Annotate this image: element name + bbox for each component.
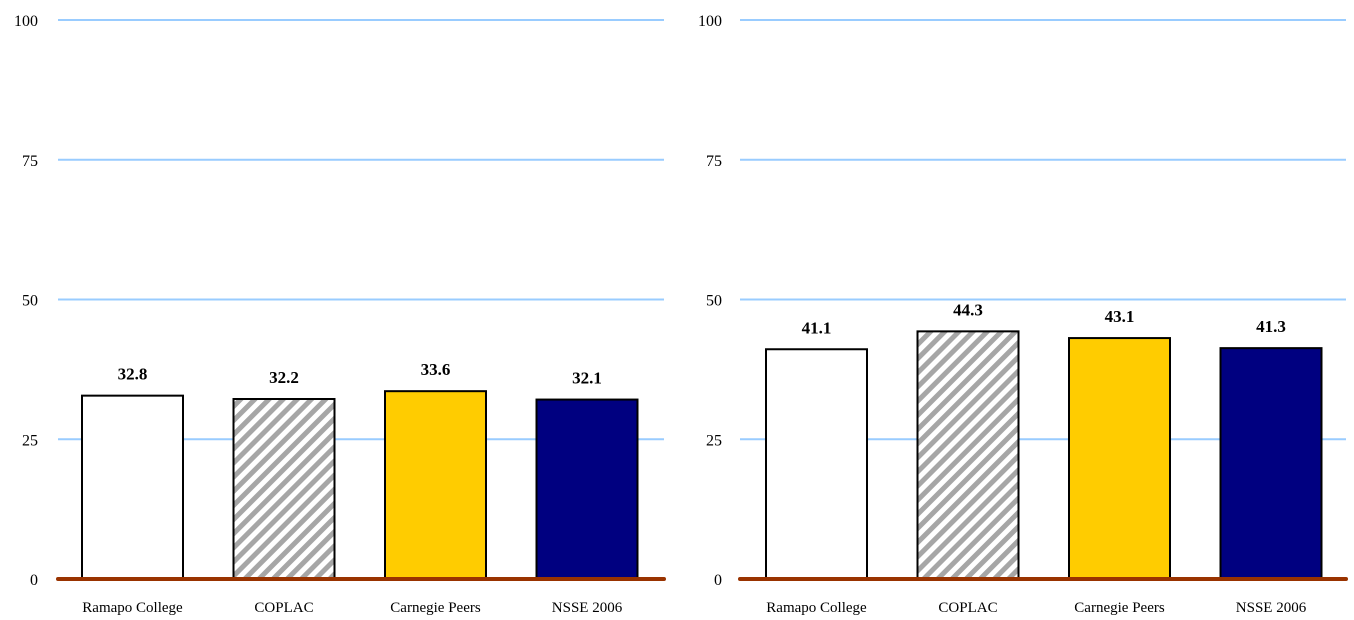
y-tick-label-50: 50 [706,293,722,310]
bar-ramapo[interactable] [765,348,868,580]
category-label-coplac: COPLAC [254,600,313,616]
chart-panel-right: 0 25 50 75 100 41.1 Ramapo College 44.3 COPLAC 43… [698,13,1348,616]
category-label-carnegie: Carnegie Peers [1074,600,1165,616]
chart-panel-left: 0 25 50 75 100 32.8 Ramapo College 32.2 COPLAC 33… [14,13,666,616]
y-tick-label-0: 0 [30,572,38,589]
y-tick-label-0: 0 [714,572,722,589]
data-label-carnegie: 43.1 [1105,307,1135,326]
bar-ramapo[interactable] [81,394,184,581]
bar-coplac[interactable] [916,330,1020,580]
category-label-ramapo: Ramapo College [82,600,183,616]
y-tick-label-100: 100 [14,13,38,30]
data-label-carnegie: 33.6 [421,360,451,379]
category-label-carnegie: Carnegie Peers [390,600,481,616]
y-tick-label-100: 100 [698,13,722,30]
y-tick-label-75: 75 [706,153,722,170]
data-label-nsse: 41.3 [1256,317,1286,336]
data-label-ramapo: 32.8 [118,365,148,384]
bar-carnegie[interactable] [384,390,487,580]
category-label-nsse: NSSE 2006 [1236,600,1307,616]
y-tick-label-50: 50 [22,293,38,310]
y-tick-label-25: 25 [22,432,38,449]
category-label-ramapo: Ramapo College [766,600,867,616]
data-label-ramapo: 41.1 [802,318,832,337]
bar-carnegie[interactable] [1068,337,1171,581]
y-tick-label-75: 75 [22,153,38,170]
y-tick-label-25: 25 [706,432,722,449]
data-label-nsse: 32.1 [572,369,602,388]
bar-nsse[interactable] [1219,347,1323,580]
category-label-coplac: COPLAC [938,600,997,616]
bar-nsse[interactable] [535,398,639,580]
data-label-coplac: 32.2 [269,368,299,387]
data-label-coplac: 44.3 [953,300,983,319]
bar-coplac[interactable] [232,398,336,581]
category-label-nsse: NSSE 2006 [552,600,623,616]
